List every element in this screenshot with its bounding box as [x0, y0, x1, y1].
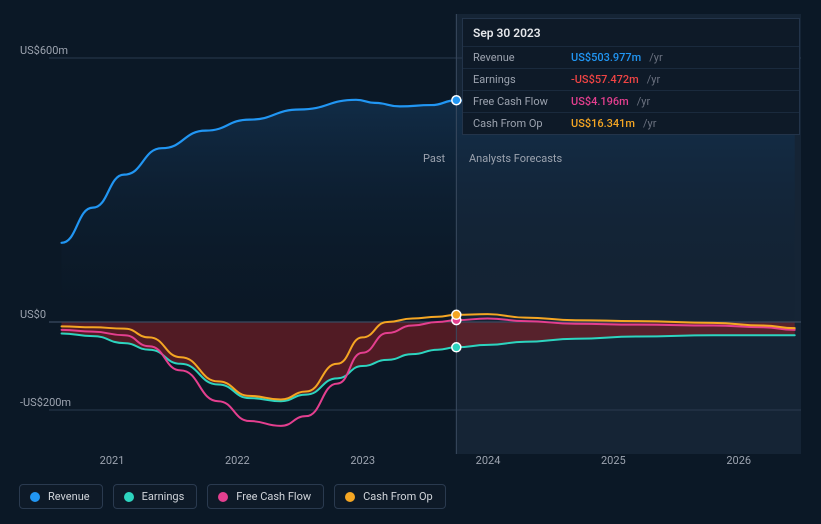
- financial-forecast-chart: { "chart": { "width": 782, "height": 455…: [0, 0, 821, 524]
- x-axis-label: 2022: [225, 454, 250, 467]
- tooltip-row-value: US$503.977m: [571, 51, 641, 64]
- tooltip-row: Revenue US$503.977m/yr: [463, 46, 799, 68]
- tooltip-row-label: Revenue: [473, 51, 563, 64]
- tooltip-row-unit: /yr: [637, 95, 650, 108]
- legend-swatch: [218, 492, 228, 502]
- legend-item-cfo[interactable]: Cash From Op: [334, 484, 446, 509]
- legend-item-fcf[interactable]: Free Cash Flow: [207, 484, 324, 509]
- tooltip-row-unit: /yr: [643, 117, 656, 130]
- x-axis-label: 2021: [100, 454, 125, 467]
- legend-item-earnings[interactable]: Earnings: [113, 484, 198, 509]
- legend-label: Earnings: [142, 490, 185, 503]
- past-label: Past: [423, 152, 445, 165]
- tooltip-row-label: Cash From Op: [473, 117, 563, 130]
- y-axis-label: -US$200m: [20, 396, 71, 409]
- tooltip-row: Cash From Op US$16.341m/yr: [463, 112, 799, 134]
- y-axis-label: US$600m: [20, 44, 68, 57]
- tooltip: Sep 30 2023 RevenueUS$503.977m/yrEarning…: [462, 18, 800, 135]
- legend-swatch: [345, 492, 355, 502]
- legend-label: Cash From Op: [363, 490, 433, 503]
- legend-label: Revenue: [48, 490, 90, 503]
- legend: Revenue Earnings Free Cash Flow Cash From O…: [19, 484, 446, 509]
- tooltip-row: Free Cash Flow US$4.196m/yr: [463, 90, 799, 112]
- legend-label: Free Cash Flow: [236, 490, 311, 503]
- tooltip-row-value: US$4.196m: [571, 95, 629, 108]
- x-axis-label: 2023: [350, 454, 375, 467]
- x-axis-label: 2026: [726, 454, 751, 467]
- tooltip-row-unit: /yr: [647, 73, 660, 86]
- tooltip-row-value: US$16.341m: [571, 117, 635, 130]
- tooltip-row-label: Free Cash Flow: [473, 95, 563, 108]
- tooltip-date: Sep 30 2023: [463, 19, 799, 46]
- legend-item-revenue[interactable]: Revenue: [19, 484, 103, 509]
- tooltip-row-value: -US$57.472m: [571, 73, 639, 86]
- x-axis-label: 2025: [601, 454, 626, 467]
- legend-swatch: [30, 492, 40, 502]
- legend-swatch: [124, 492, 134, 502]
- y-axis-label: US$0: [20, 308, 46, 321]
- tooltip-row-label: Earnings: [473, 73, 563, 86]
- x-axis-label: 2024: [476, 454, 501, 467]
- tooltip-row: Earnings -US$57.472m/yr: [463, 68, 799, 90]
- tooltip-row-unit: /yr: [649, 51, 662, 64]
- forecast-label: Analysts Forecasts: [469, 152, 562, 165]
